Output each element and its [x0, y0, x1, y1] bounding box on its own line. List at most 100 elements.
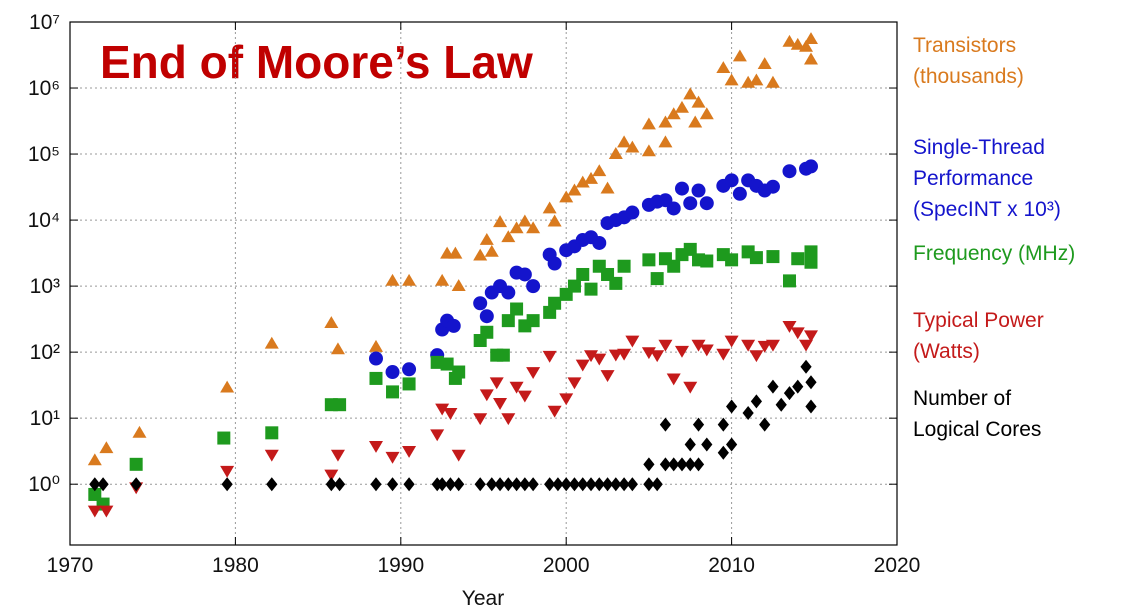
point: [666, 107, 681, 120]
point: [547, 405, 562, 418]
point: [559, 190, 574, 203]
point: [691, 339, 706, 352]
x-tick-label: 1970: [47, 554, 94, 577]
point: [446, 318, 461, 333]
point: [324, 469, 339, 482]
point: [792, 379, 804, 394]
point: [489, 377, 504, 390]
point: [519, 477, 531, 492]
point: [501, 314, 515, 328]
point: [742, 405, 754, 420]
x-tick-label: 1980: [212, 554, 259, 577]
point: [493, 215, 508, 228]
point: [509, 221, 524, 234]
point: [479, 232, 494, 245]
point: [87, 505, 102, 518]
point: [440, 357, 454, 371]
point: [97, 477, 109, 492]
point: [658, 135, 673, 148]
point: [474, 477, 486, 492]
point: [443, 408, 458, 420]
point: [601, 477, 614, 492]
point: [800, 359, 812, 374]
legend-entry: Typical Power (Watts): [913, 309, 1044, 363]
point: [766, 250, 780, 264]
plot-frame: [69, 21, 898, 546]
point: [220, 465, 235, 478]
point: [584, 282, 598, 296]
point: [220, 380, 235, 393]
point: [782, 164, 797, 179]
point: [386, 385, 400, 399]
point: [782, 34, 797, 47]
point: [667, 259, 681, 273]
point: [403, 477, 415, 492]
point: [791, 252, 805, 266]
y-tick-label: 10²: [30, 341, 60, 364]
point: [132, 425, 147, 438]
point: [608, 349, 623, 362]
point: [567, 377, 582, 390]
point: [501, 230, 516, 243]
point: [501, 285, 516, 300]
point: [683, 242, 697, 256]
point: [717, 417, 729, 432]
point: [749, 73, 764, 86]
point: [548, 296, 562, 310]
point: [757, 57, 772, 70]
point: [221, 477, 233, 492]
point: [567, 183, 582, 196]
point: [217, 431, 231, 445]
point: [688, 115, 703, 128]
point: [385, 451, 400, 464]
point: [725, 253, 739, 267]
point: [724, 73, 739, 86]
point: [386, 477, 399, 492]
point: [765, 179, 780, 194]
point: [552, 477, 564, 492]
point: [651, 477, 663, 492]
point: [726, 437, 738, 452]
point: [717, 445, 729, 460]
y-tick-label: 10⁴: [28, 209, 60, 232]
point: [767, 379, 779, 394]
point: [584, 171, 599, 184]
point: [803, 159, 818, 174]
point: [608, 147, 623, 159]
point: [609, 276, 623, 290]
point: [749, 251, 763, 265]
point: [526, 279, 541, 294]
point: [473, 296, 488, 311]
point: [592, 164, 607, 177]
point: [684, 437, 696, 452]
point: [576, 267, 590, 281]
point: [486, 477, 498, 492]
x-tick-label: 2020: [874, 554, 921, 577]
point: [805, 399, 817, 414]
point: [610, 477, 622, 492]
point: [368, 351, 383, 366]
point: [716, 348, 731, 361]
point: [473, 248, 488, 261]
point: [699, 107, 714, 120]
point: [324, 316, 339, 329]
point: [87, 453, 102, 466]
point: [804, 245, 818, 259]
point: [385, 273, 400, 286]
point: [692, 457, 705, 472]
legend-entry: Transistors (thousands): [913, 34, 1024, 88]
point: [502, 477, 514, 492]
point: [732, 49, 747, 62]
point: [683, 196, 698, 211]
point: [674, 100, 689, 113]
point: [330, 342, 345, 355]
point: [402, 273, 417, 286]
point: [526, 221, 541, 234]
point: [496, 348, 510, 362]
point: [692, 417, 705, 432]
point: [334, 477, 346, 492]
point: [448, 246, 463, 259]
point: [542, 350, 557, 363]
